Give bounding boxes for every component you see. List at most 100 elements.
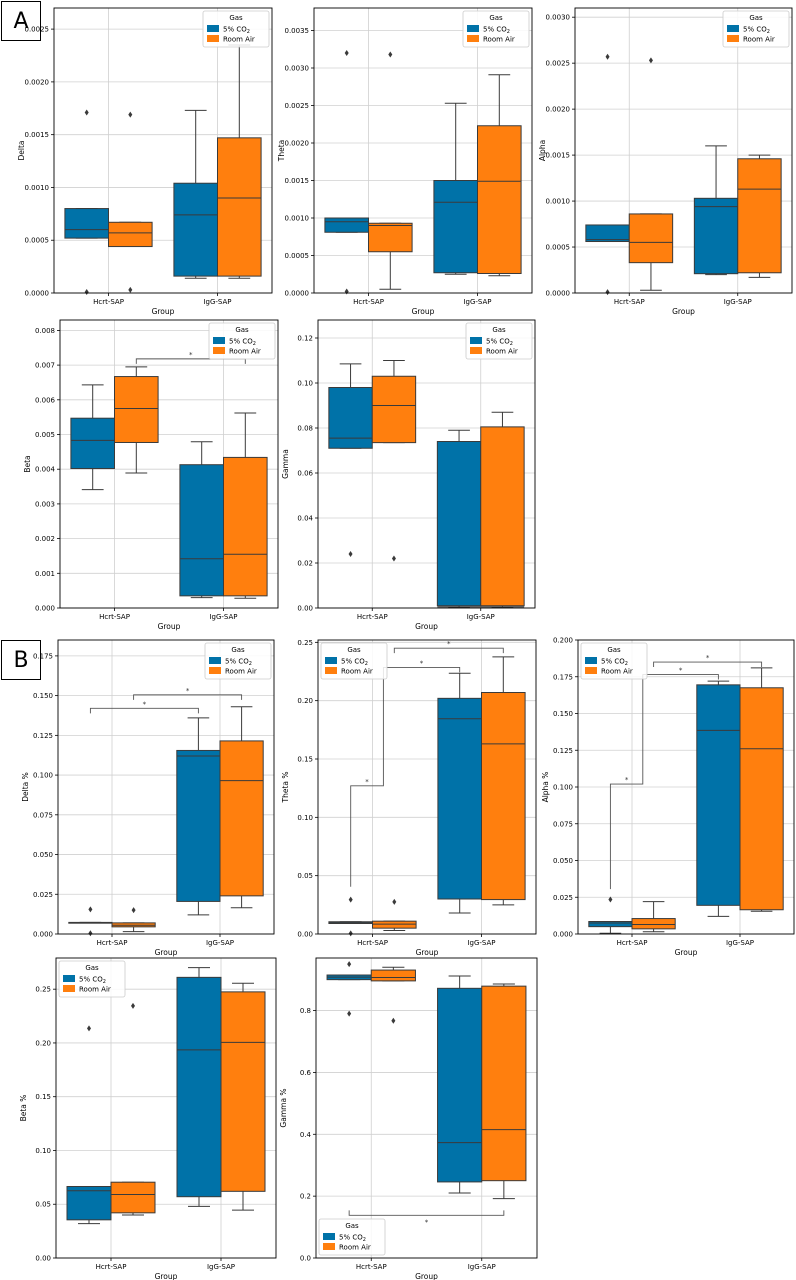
y-tick-label: 0.0020	[25, 78, 50, 86]
x-tick-label: Hcrt-SAP	[614, 298, 645, 306]
box-co2-hcrt	[70, 417, 115, 470]
y-tick-label: 0.2	[300, 1193, 311, 1201]
y-axis-label: Gamma %	[279, 1088, 288, 1127]
outlier-point	[348, 551, 353, 557]
chart-7: 0.00 0.05 0.10 0.15 0.20 0.25 Hcrt-SAP IgG-SAP G…	[281, 639, 537, 957]
y-tick-label: 0.0005	[546, 244, 571, 252]
chart-4: 0.000 0.001 0.002 0.003 0.004 0.005 0.006 0.007…	[23, 319, 279, 631]
x-axis-label: Group	[415, 1272, 438, 1280]
outlier-point	[344, 288, 349, 295]
box-room-air-igg	[737, 158, 782, 274]
y-tick-label: 0.0005	[25, 237, 50, 245]
x-tick-label: IgG-SAP	[207, 1263, 235, 1271]
legend-swatch	[323, 1233, 335, 1240]
y-tick-label: 0.0020	[285, 140, 310, 148]
significance-bracket	[348, 1210, 505, 1216]
y-tick-label: 0.0015	[285, 177, 310, 185]
outlier-point	[648, 57, 653, 64]
y-tick-label: 0.05	[297, 872, 313, 880]
y-tick-label: 0.0010	[25, 184, 50, 192]
significance-star: *	[679, 667, 683, 675]
x-tick-label: Hcrt-SAP	[357, 939, 388, 947]
outlier-point	[128, 286, 133, 293]
legend-swatch	[470, 347, 482, 354]
x-tick-label: IgG-SAP	[724, 298, 752, 306]
x-axis-label: Group	[416, 948, 439, 957]
y-tick-label: 0.0	[300, 1255, 311, 1263]
legend-title: Gas	[347, 646, 361, 654]
y-tick-label: 0.06	[297, 470, 313, 478]
outlier-point	[88, 930, 93, 937]
legend-entry-label: 5% CO2	[339, 1234, 366, 1244]
legend-swatch	[727, 35, 739, 42]
box-room-air-hcrt	[372, 920, 417, 929]
y-tick-label: 0.10	[297, 814, 313, 822]
legend-title: Gas	[229, 14, 243, 22]
legend-swatch	[63, 985, 75, 992]
legend-entry-label: 5% CO2	[341, 658, 368, 668]
y-tick-label: 0.125	[553, 747, 573, 755]
x-tick-label: Hcrt-SAP	[99, 613, 130, 621]
legend-entry-label: 5% CO2	[486, 338, 513, 348]
y-tick-label: 0.002	[35, 535, 55, 543]
x-tick-label: IgG-SAP	[206, 939, 234, 947]
y-tick-label: 0.4	[300, 1131, 312, 1139]
significance-star: *	[365, 778, 369, 786]
y-tick-label: 0.150	[33, 692, 53, 700]
legend-swatch	[325, 667, 337, 674]
x-tick-label: Hcrt-SAP	[356, 1263, 387, 1271]
y-tick-label: 0.050	[553, 857, 573, 865]
outlier-point	[605, 289, 610, 296]
legend-entry-label: Room Air	[225, 668, 257, 676]
box-room-air-igg	[481, 985, 527, 1182]
legend-title: Gas	[492, 326, 506, 334]
y-tick-label: 0.075	[553, 820, 573, 828]
x-axis-label: Group	[155, 1272, 178, 1280]
x-tick-label: Hcrt-SAP	[617, 939, 648, 947]
legend-swatch	[325, 657, 337, 664]
box-co2-hcrt	[324, 217, 369, 233]
outlier-point	[392, 898, 397, 905]
outlier-point	[84, 288, 89, 295]
y-tick-label: 0.175	[33, 652, 53, 660]
y-tick-label: 0.0015	[546, 152, 571, 160]
significance-bracket	[393, 647, 504, 654]
box-co2-hcrt	[66, 1185, 112, 1221]
chart-3: 0.0000 0.0005 0.0010 0.0015 0.0020 0.0025 0.00…	[538, 7, 793, 316]
y-tick-label: 0.04	[297, 515, 313, 523]
y-tick-label: 0.0000	[546, 290, 571, 298]
legend-swatch	[323, 1243, 335, 1250]
box-co2-igg	[437, 987, 483, 1183]
outlier-point	[605, 53, 610, 60]
box-co2-igg	[436, 441, 482, 607]
outlier-point	[348, 896, 353, 903]
x-axis-label: Group	[675, 948, 698, 957]
y-tick-label: 0.08	[297, 425, 313, 433]
box-co2-igg	[176, 749, 221, 902]
y-tick-label: 0.000	[35, 605, 55, 613]
y-tick-label: 0.12	[297, 335, 313, 343]
legend-swatch	[207, 25, 219, 32]
legend-entry-label: Room Air	[223, 36, 255, 44]
box-co2-hcrt	[588, 921, 633, 928]
legend-frame	[320, 642, 388, 680]
chart-2: 0.0000 0.0005 0.0010 0.0015 0.0020 0.0025 0.00…	[277, 7, 533, 316]
y-tick-label: 0.25	[297, 639, 313, 647]
y-tick-label: 0.008	[35, 327, 55, 335]
x-tick-label: IgG-SAP	[467, 613, 495, 621]
y-tick-label: 0.100	[553, 784, 573, 792]
legend-entry-label: 5% CO2	[225, 658, 252, 668]
x-axis-label: Group	[412, 307, 435, 316]
y-tick-label: 0.0015	[25, 131, 50, 139]
legend-title: Gas	[489, 14, 503, 22]
y-axis-label: Theta	[277, 140, 286, 163]
outlier-point	[608, 896, 613, 903]
significance-star: *	[447, 640, 451, 648]
plot-frame	[59, 319, 279, 609]
legend-entry-label: Room Air	[79, 986, 111, 994]
legend-title: Gas	[607, 646, 621, 654]
